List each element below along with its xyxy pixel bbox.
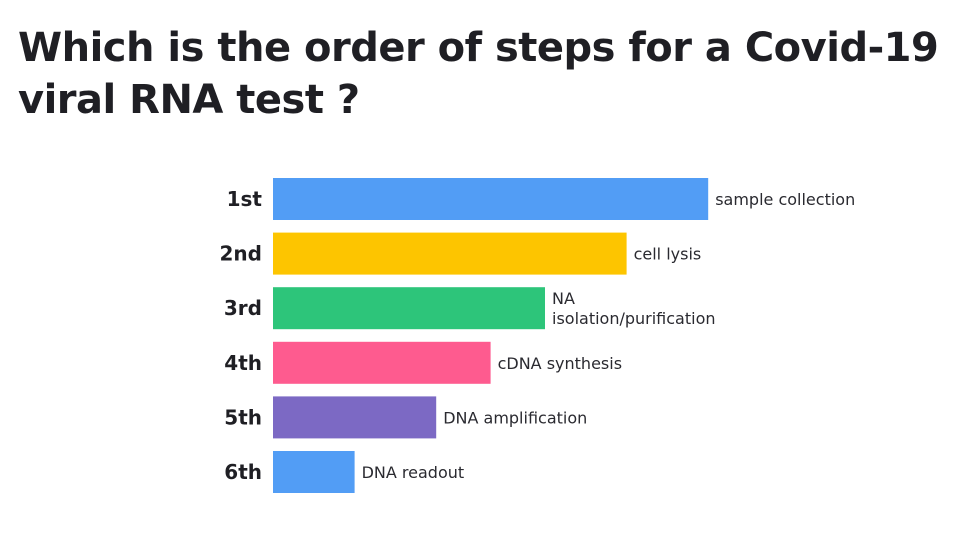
data-label-1: sample collection <box>715 190 855 209</box>
bar-row-5: 5th DNA amplification <box>224 396 587 439</box>
category-label-2: 2nd <box>220 242 262 266</box>
data-label-5: DNA amplification <box>443 408 587 427</box>
bar-row-4: 4th cDNA synthesis <box>224 341 622 384</box>
data-label-4: cDNA synthesis <box>498 354 622 373</box>
category-label-6: 6th <box>224 460 262 484</box>
bar-5 <box>273 396 437 439</box>
bar-row-1: 1st sample collection <box>227 178 855 220</box>
data-label-6: DNA readout <box>362 463 465 482</box>
bar-2 <box>273 232 627 275</box>
bar-1 <box>273 178 709 220</box>
category-label-5: 5th <box>224 405 262 429</box>
chart-title: Which is the order of steps for a Covid-… <box>18 25 939 123</box>
data-label-3-line-2: isolation/purification <box>552 309 716 328</box>
bar-4 <box>273 341 491 384</box>
data-label-3-line-1: NA <box>552 289 575 308</box>
bar-row-6: 6th DNA readout <box>224 451 464 493</box>
bar-6 <box>273 451 355 493</box>
bar-row-2: 2nd cell lysis <box>220 232 702 275</box>
data-label-2: cell lysis <box>634 245 702 264</box>
bar-3 <box>273 287 545 330</box>
category-label-1: 1st <box>227 187 263 211</box>
category-label-4: 4th <box>224 351 262 375</box>
category-label-3: 3rd <box>224 296 262 320</box>
